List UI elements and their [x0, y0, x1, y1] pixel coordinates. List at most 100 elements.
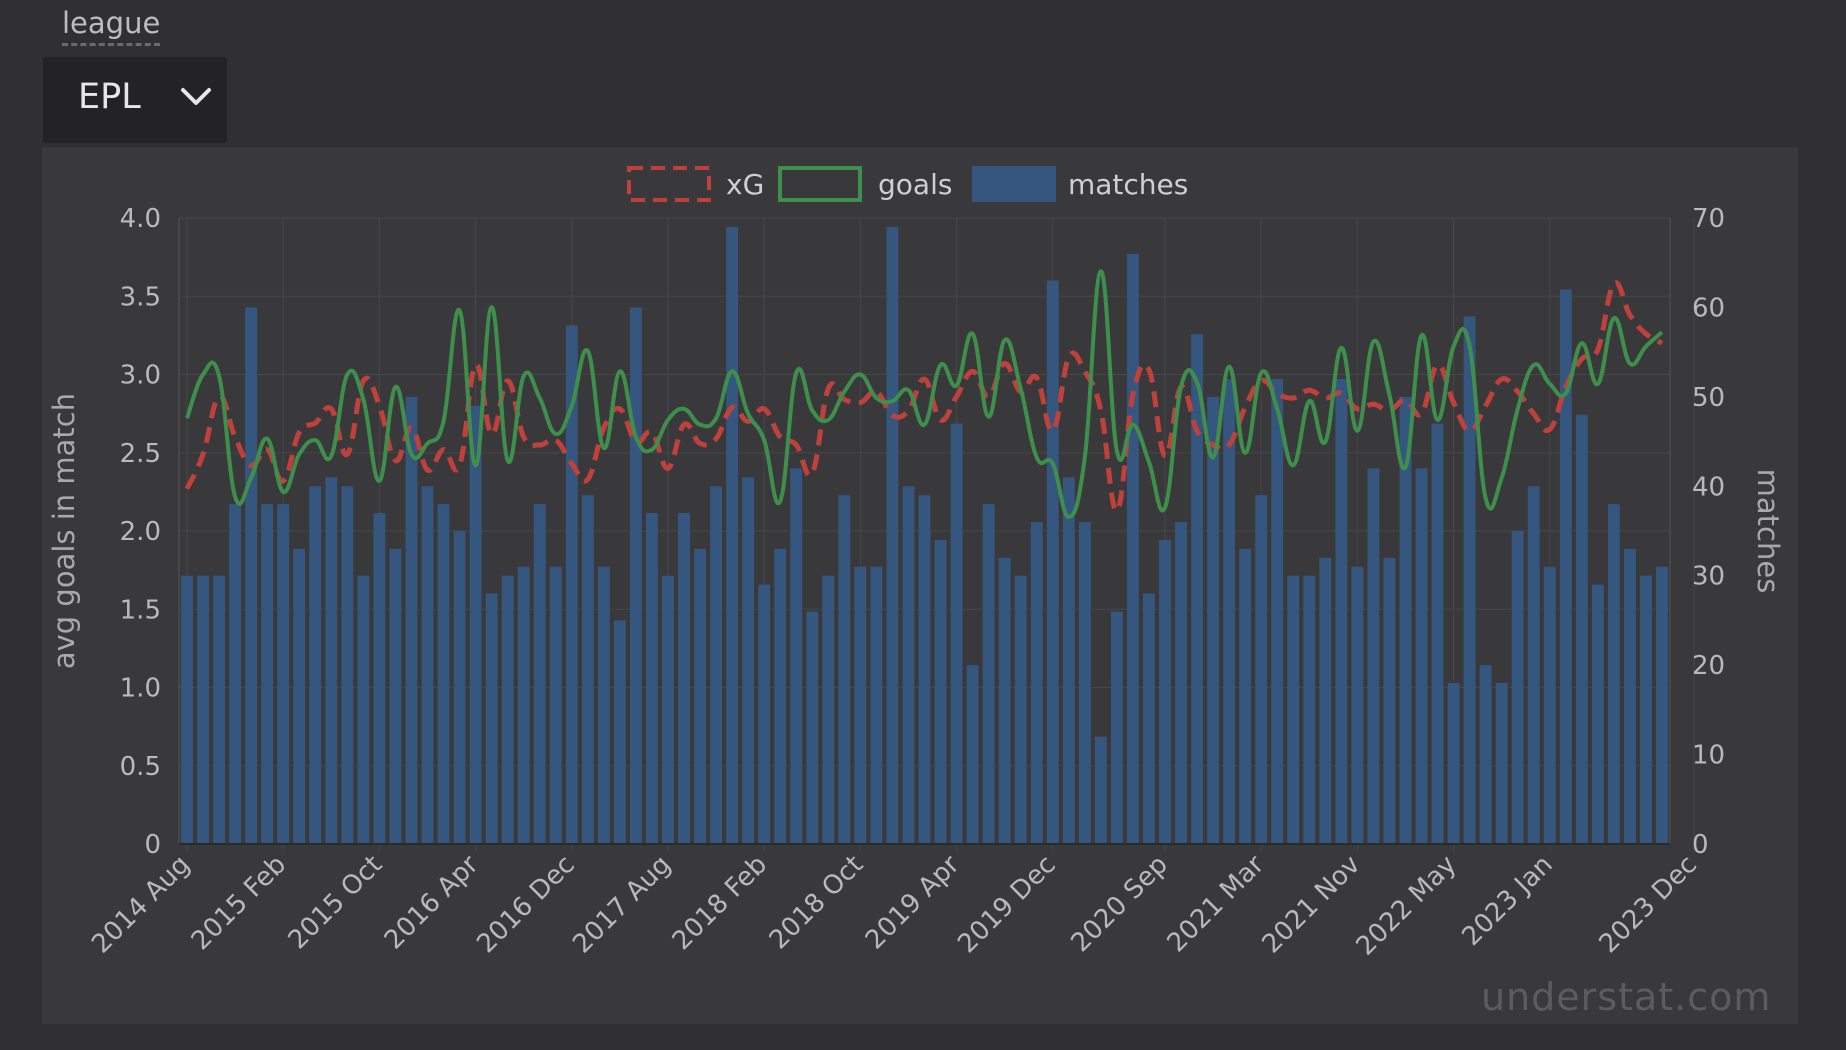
bar-matches	[1575, 414, 1588, 844]
x-tick-label: 2023 Dec	[1594, 850, 1703, 959]
legend-item-goals: goals	[778, 166, 952, 202]
bar-matches	[774, 548, 787, 844]
x-tick-label: 2019 Dec	[952, 850, 1061, 959]
bar-matches	[1640, 575, 1652, 844]
bar-matches	[1126, 253, 1139, 844]
bar-matches	[742, 477, 755, 844]
y-left-tick-label: 3.5	[120, 282, 161, 312]
bar-matches	[1623, 548, 1636, 844]
bar-matches	[1367, 468, 1380, 844]
bar-matches	[1030, 522, 1043, 844]
bar-matches	[918, 495, 931, 844]
bar-matches	[357, 575, 370, 844]
bar-matches	[806, 611, 819, 844]
bar-matches	[710, 486, 723, 844]
bar-matches	[1014, 575, 1027, 844]
bar-matches	[181, 575, 193, 844]
x-tick-label: 2014 Aug	[86, 850, 196, 960]
y-left-tick-label: 4.0	[120, 204, 161, 234]
bar-matches	[998, 557, 1011, 844]
bar-matches	[1431, 423, 1444, 844]
bar-matches	[485, 593, 498, 844]
bar-matches	[1303, 575, 1316, 844]
bar-matches	[1479, 665, 1492, 844]
legend-label-goals: goals	[878, 168, 952, 201]
y-right-tick-label: 50	[1692, 383, 1725, 413]
bar-matches	[517, 566, 530, 844]
bar-matches	[613, 620, 626, 844]
legend-swatch-matches	[972, 166, 1056, 202]
bar-matches	[1046, 280, 1059, 845]
bar-matches	[565, 325, 578, 844]
bar-matches	[1175, 522, 1187, 844]
bar-matches	[245, 307, 258, 844]
bar-matches	[453, 531, 466, 844]
x-tick-label: 2015 Oct	[283, 850, 389, 956]
bar-matches	[870, 566, 883, 844]
x-tick-label: 2016 Dec	[471, 850, 580, 959]
y-left-tick-label: 1.0	[120, 674, 161, 704]
bar-matches	[1143, 593, 1155, 844]
bar-matches	[1255, 495, 1268, 844]
bar-matches	[1463, 316, 1476, 844]
bar-matches	[1094, 736, 1107, 844]
y-right-axis-title: matches	[1751, 469, 1785, 594]
bar-matches	[1319, 557, 1332, 844]
legend-swatch-goals	[778, 166, 862, 202]
league-select[interactable]: EPL	[43, 57, 227, 143]
bar-matches	[678, 513, 690, 844]
y-right-tick-label: 10	[1692, 741, 1725, 771]
y-right-tick-label: 60	[1692, 293, 1725, 323]
bar-matches	[1239, 548, 1252, 844]
bar-matches	[1607, 504, 1620, 844]
bar-matches	[694, 548, 706, 844]
y-left-tick-label: 2.0	[120, 517, 161, 547]
x-tick-label: 2022 May	[1351, 850, 1463, 962]
bar-matches	[790, 468, 803, 844]
bar-matches	[1543, 566, 1556, 844]
y-left-tick-label: 0.5	[120, 752, 161, 782]
bar-matches	[629, 307, 642, 844]
bar-matches	[902, 486, 915, 844]
bar-matches	[1207, 396, 1220, 844]
x-tick-label: 2017 Aug	[567, 850, 677, 960]
bar-matches	[1511, 531, 1524, 844]
x-tick-label: 2015 Feb	[186, 850, 292, 956]
bar-matches	[1447, 683, 1460, 844]
bar-matches	[597, 566, 610, 844]
y-left-tick-label: 3.0	[120, 361, 161, 391]
bar-matches	[309, 486, 322, 844]
bar-matches	[886, 226, 899, 844]
bar-matches	[982, 504, 995, 844]
bar-matches	[1559, 289, 1572, 844]
x-tick-label: 2021 Mar	[1162, 850, 1271, 959]
bar-matches	[1399, 396, 1412, 844]
bar-matches	[966, 665, 979, 844]
bar-matches	[822, 575, 835, 844]
league-select-value: EPL	[78, 77, 141, 117]
bar-matches	[1495, 683, 1508, 844]
legend-label-xg: xG	[726, 168, 764, 201]
chevron-down-icon[interactable]	[179, 84, 213, 114]
x-tick-label: 2018 Feb	[667, 850, 773, 956]
bar-matches	[950, 423, 963, 844]
bar-matches	[549, 566, 562, 844]
bar-matches	[501, 575, 514, 844]
bar-matches	[325, 477, 338, 844]
series-line-xg	[184, 280, 1664, 514]
y-right-tick-label: 40	[1692, 472, 1725, 502]
bar-matches	[934, 539, 947, 844]
bar-matches	[1415, 468, 1428, 844]
bar-matches	[389, 548, 402, 844]
bar-matches	[1223, 378, 1236, 844]
y-right-tick-label: 0	[1692, 830, 1709, 860]
bar-matches	[1591, 584, 1604, 844]
x-tick-label: 2020 Sep	[1065, 850, 1173, 958]
bar-matches	[1287, 575, 1300, 844]
bar-matches	[1159, 539, 1171, 844]
y-right-tick-label: 30	[1692, 562, 1725, 592]
bar-matches	[581, 495, 594, 844]
bar-matches	[662, 575, 674, 844]
bar-matches	[421, 486, 434, 844]
bar-matches	[1527, 486, 1540, 844]
